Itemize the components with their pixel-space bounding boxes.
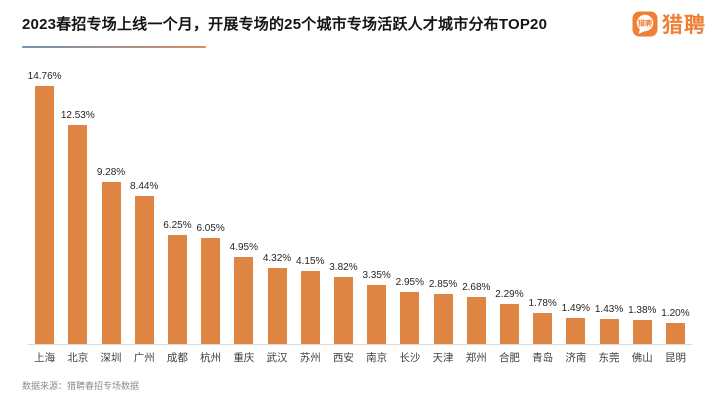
- bar-group: 3.35%: [360, 270, 393, 344]
- bar-group: 12.53%: [60, 109, 95, 344]
- bar: [466, 297, 486, 344]
- bar-group: 6.25%: [161, 220, 194, 344]
- bar-value-label: 14.76%: [27, 70, 62, 82]
- bar-group: 6.05%: [194, 223, 227, 344]
- bar-group: 2.95%: [393, 277, 426, 344]
- bar-value-label: 2.68%: [462, 282, 491, 294]
- data-source-note: 数据来源：猎聘春招专场数据: [22, 381, 140, 391]
- bar-group: 4.15%: [294, 256, 327, 344]
- x-axis-tick-label: 合肥: [498, 352, 520, 364]
- bar-value-label: 6.05%: [196, 223, 225, 235]
- bar-value-label: 2.29%: [495, 288, 524, 300]
- x-axis-labels: 上海 北京 深圳 广州 成都 杭州 重庆 武汉 苏州 西安 南京 长沙 天津 郑州 合肥 青岛 济南 东莞 佛山 昆明: [28, 345, 692, 365]
- bar: [134, 196, 154, 344]
- bar: [400, 292, 420, 344]
- bar: [300, 271, 320, 344]
- x-axis-tick-label: 深圳: [100, 352, 122, 364]
- bar-value-label: 1.38%: [628, 304, 657, 316]
- x-axis-tick-label: 南京: [366, 352, 388, 364]
- bar: [267, 268, 287, 344]
- bar-group: 1.78%: [526, 298, 559, 344]
- bar-group: 1.20%: [659, 308, 692, 344]
- x-axis-tick-label: 长沙: [399, 352, 421, 364]
- bar-group: 1.38%: [626, 305, 659, 344]
- title-underline: [22, 46, 206, 48]
- x-axis-tick-label: 北京: [67, 352, 89, 364]
- bar: [68, 124, 88, 344]
- x-axis-tick-label: 西安: [332, 352, 354, 364]
- bar: [665, 323, 685, 344]
- x-axis-tick-label: 杭州: [200, 352, 222, 364]
- x-axis-tick-label: 重庆: [233, 352, 255, 364]
- x-axis-tick-label: 武汉: [266, 352, 288, 364]
- bar: [333, 277, 353, 344]
- bar-group: 2.29%: [493, 289, 526, 344]
- bar: [234, 257, 254, 344]
- bar-value-label: 1.49%: [561, 302, 591, 314]
- bar-group: 1.43%: [592, 304, 625, 344]
- x-axis-tick-label: 青岛: [532, 352, 554, 364]
- bar: [367, 285, 387, 344]
- liepin-speech-bubble-icon: 猎聘: [632, 11, 658, 37]
- bar-group: 3.82%: [327, 262, 360, 344]
- x-axis-tick-label: 昆明: [664, 352, 686, 364]
- bar-value-label: 2.85%: [428, 279, 458, 291]
- bar-value-label: 8.44%: [130, 181, 159, 193]
- bar-value-label: 9.28%: [96, 166, 126, 178]
- page-title: 2023春招专场上线一个月，开展专场的25个城市专场活跃人才城市分布TOP20: [22, 16, 548, 33]
- bar-value-label: 1.20%: [661, 308, 690, 319]
- bar-value-label: 4.15%: [296, 256, 325, 268]
- x-axis-tick-label: 成都: [166, 352, 188, 364]
- bar-group: 2.85%: [426, 279, 459, 344]
- bar-value-label: 1.43%: [594, 304, 624, 315]
- logo-brand-text: 猎聘: [662, 14, 706, 37]
- bar-value-label: 3.35%: [362, 270, 391, 282]
- x-axis-tick-label: 佛山: [631, 352, 653, 364]
- bar: [533, 312, 553, 344]
- bar-group: 4.32%: [260, 253, 293, 344]
- x-axis-tick-label: 苏州: [299, 352, 321, 364]
- bar-value-label: 12.53%: [60, 109, 95, 121]
- bars-row: 14.76% 12.53% 9.28% 8.44% 6.25% 6.05% 4.95% 4.3…: [28, 68, 692, 345]
- bar-value-label: 2.95%: [395, 277, 425, 289]
- bar: [433, 294, 453, 344]
- bar-value-label: 6.25%: [163, 219, 192, 231]
- x-axis-tick-label: 东莞: [598, 352, 620, 364]
- bar-value-label: 1.78%: [528, 297, 557, 309]
- bar: [566, 317, 586, 344]
- bar-value-label: 3.82%: [329, 262, 358, 274]
- bar: [101, 181, 121, 344]
- bar-value-label: 4.32%: [262, 253, 292, 265]
- x-axis-tick-label: 郑州: [465, 352, 487, 364]
- liepin-logo: 猎聘 猎聘: [632, 9, 706, 39]
- bar: [201, 238, 221, 344]
- x-axis-tick-label: 济南: [565, 352, 587, 364]
- bar-group: 4.95%: [227, 242, 260, 344]
- bar-group: 1.49%: [559, 303, 592, 344]
- bar: [167, 234, 187, 344]
- bar-chart: 14.76% 12.53% 9.28% 8.44% 6.25% 6.05% 4.95% 4.3…: [28, 68, 692, 365]
- bar-group: 8.44%: [128, 181, 161, 344]
- x-axis-tick-label: 天津: [432, 352, 454, 364]
- bar: [499, 303, 519, 344]
- bar-value-label: 4.95%: [229, 242, 258, 254]
- bar: [599, 319, 619, 344]
- bar: [35, 85, 55, 344]
- bar-group: 14.76%: [27, 70, 62, 344]
- bar-group: 2.68%: [460, 282, 493, 344]
- logo-icon-text: 猎聘: [638, 19, 652, 28]
- bar: [632, 319, 652, 344]
- x-axis-tick-label: 广州: [133, 352, 155, 364]
- x-axis-tick-label: 上海: [34, 352, 56, 364]
- bar-group: 9.28%: [94, 167, 127, 344]
